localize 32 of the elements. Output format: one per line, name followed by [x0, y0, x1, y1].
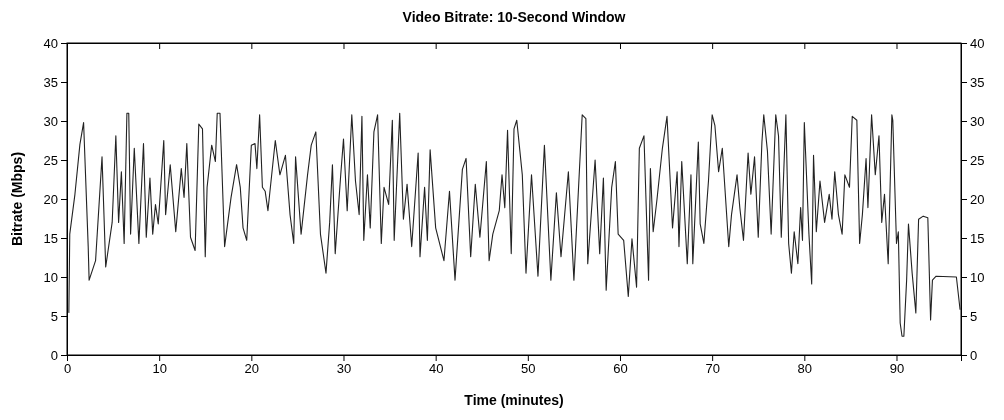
y2-tick-label: 40	[970, 35, 985, 51]
y2-tick-label: 5	[970, 308, 978, 324]
x-tick-label: 0	[63, 361, 72, 377]
y-tick-label: 10	[43, 269, 58, 285]
y-tick-label: 25	[43, 152, 58, 168]
x-tick-label: 50	[521, 361, 536, 377]
x-tick-label: 10	[152, 361, 167, 377]
y2-tick-label: 15	[970, 230, 985, 246]
x-axis-title: Time (minutes)	[464, 392, 564, 408]
x-tick-label: 40	[428, 361, 444, 377]
y-tick-label: 30	[43, 113, 58, 129]
x-tick-label: 60	[613, 361, 628, 377]
y2-tick-label: 35	[970, 74, 985, 90]
y-tick-label: 0	[50, 347, 58, 363]
y-axis-title: Bitrate (Mbps)	[9, 151, 25, 247]
y-tick-label: 40	[43, 35, 58, 51]
y2-tick-label: 25	[970, 152, 985, 168]
line-series	[68, 112, 961, 337]
chart-title: Video Bitrate: 10-Second Window	[402, 9, 626, 25]
y-tick-label: 35	[43, 74, 58, 90]
y2-tick-label: 20	[970, 191, 985, 207]
x-tick-label: 90	[889, 361, 905, 377]
y2-tick-label: 10	[970, 269, 985, 285]
x-tick-label: 30	[336, 361, 352, 377]
x-tick-label: 80	[797, 361, 813, 377]
y-tick-label: 15	[43, 230, 58, 246]
y-tick-label: 5	[50, 308, 58, 324]
x-tick-label: 20	[244, 361, 260, 377]
y-tick-label: 20	[43, 191, 58, 207]
y2-tick-label: 0	[970, 347, 978, 363]
y2-tick-label: 30	[970, 113, 985, 129]
x-tick-label: 70	[705, 361, 720, 377]
